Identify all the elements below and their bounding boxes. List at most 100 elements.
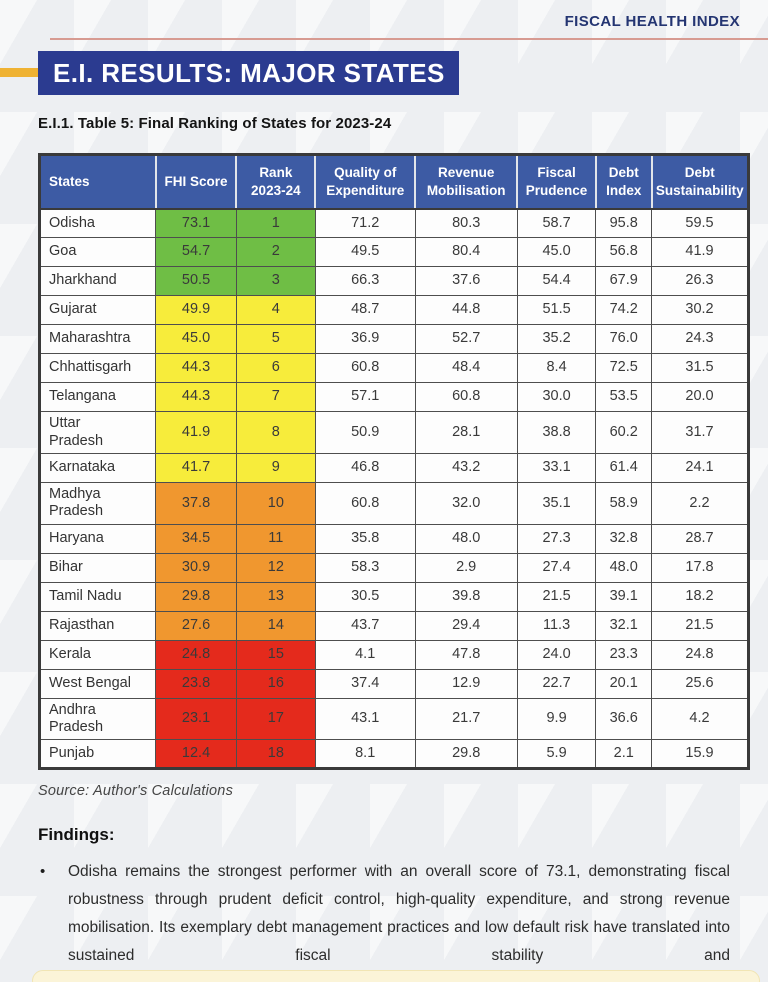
fhi-score-cell: 34.5 [155,523,237,554]
rank-cell: 8 [235,411,316,454]
debt-sustainability-cell: 30.2 [651,295,749,326]
fiscal-prudence-cell: 35.1 [516,481,597,525]
fhi-score-cell: 44.3 [155,353,237,384]
header-rule [50,38,768,40]
fhi-score-cell: 12.4 [155,739,237,770]
fiscal-prudence-cell: 5.9 [516,739,597,770]
fiscal-prudence-cell: 27.4 [516,552,597,583]
revenue-mobilisation-cell: 48.0 [414,523,518,554]
quality-of-expenditure-cell: 46.8 [314,452,416,483]
fhi-score-cell: 37.8 [155,481,237,525]
state-cell: Tamil Nadu [38,581,157,612]
debt-index-cell: 32.8 [595,523,652,554]
debt-sustainability-cell: 18.2 [651,581,749,612]
debt-index-cell: 48.0 [595,552,652,583]
state-cell: Punjab [38,739,157,770]
column-header: States [38,153,157,210]
bullet-icon: • [40,863,46,881]
rank-cell: 15 [235,639,316,670]
quality-of-expenditure-cell: 50.9 [314,411,416,454]
quality-of-expenditure-cell: 66.3 [314,266,416,297]
debt-index-cell: 74.2 [595,295,652,326]
column-header: Quality of Expenditure [314,153,417,210]
state-cell: Gujarat [38,295,157,326]
rank-cell: 4 [235,295,316,326]
debt-sustainability-cell: 24.1 [651,452,749,483]
rank-cell: 18 [235,739,316,770]
title-banner: E.I. RESULTS: MAJOR STATES [38,51,459,95]
debt-sustainability-cell: 25.6 [651,668,749,699]
debt-index-cell: 67.9 [595,266,652,297]
title-banner-row: E.I. RESULTS: MAJOR STATES [0,51,768,95]
fiscal-prudence-cell: 11.3 [516,610,597,641]
revenue-mobilisation-cell: 44.8 [414,295,518,326]
rank-cell: 5 [235,324,316,355]
fhi-score-cell: 41.7 [155,452,237,483]
debt-sustainability-cell: 26.3 [651,266,749,297]
table-row: Uttar Pradesh 41.9 8 50.9 28.1 38.8 60.2 31.7 [38,411,749,454]
debt-sustainability-cell: 20.0 [651,382,749,413]
table-row: Odisha 73.1 1 71.2 80.3 58.7 95.8 59.5 [38,208,749,239]
column-header: Revenue Mobilisation [414,153,519,210]
fiscal-prudence-cell: 9.9 [516,697,597,741]
fiscal-prudence-cell: 33.1 [516,452,597,483]
rank-cell: 17 [235,697,316,741]
revenue-mobilisation-cell: 12.9 [414,668,518,699]
debt-index-cell: 36.6 [595,697,652,741]
findings-list: • Odisha remains the strongest performer … [40,858,730,970]
fhi-score-cell: 49.9 [155,295,237,326]
debt-index-cell: 76.0 [595,324,652,355]
quality-of-expenditure-cell: 36.9 [314,324,416,355]
debt-sustainability-cell: 59.5 [651,208,749,239]
brand-title: FISCAL HEALTH INDEX [564,13,740,30]
table-row: Punjab 12.4 18 8.1 29.8 5.9 2.1 15.9 [38,739,749,770]
debt-sustainability-cell: 21.5 [651,610,749,641]
revenue-mobilisation-cell: 80.4 [414,237,518,268]
finding-item: • Odisha remains the strongest performer … [40,858,730,970]
table-row: Kerala 24.8 15 4.1 47.8 24.0 23.3 24.8 [38,639,749,670]
column-header: Rank 2023-24 [235,153,317,210]
state-cell: Maharashtra [38,324,157,355]
table-row: Haryana 34.5 11 35.8 48.0 27.3 32.8 28.7 [38,523,749,554]
table-row: Rajasthan 27.6 14 43.7 29.4 11.3 32.1 21.5 [38,610,749,641]
table-header-row: States FHI Score Rank 2023-24 Quality of Ex… [38,153,750,210]
quality-of-expenditure-cell: 30.5 [314,581,416,612]
debt-sustainability-cell: 2.2 [651,481,749,525]
fiscal-prudence-cell: 30.0 [516,382,597,413]
debt-index-cell: 72.5 [595,353,652,384]
fiscal-prudence-cell: 51.5 [516,295,597,326]
state-cell: Chhattisgarh [38,353,157,384]
quality-of-expenditure-cell: 8.1 [314,739,416,770]
revenue-mobilisation-cell: 29.8 [414,739,518,770]
rank-cell: 3 [235,266,316,297]
quality-of-expenditure-cell: 35.8 [314,523,416,554]
rank-cell: 1 [235,208,316,239]
table-row: Tamil Nadu 29.8 13 30.5 39.8 21.5 39.1 18.2 [38,581,749,612]
debt-sustainability-cell: 15.9 [651,739,749,770]
rank-cell: 6 [235,353,316,384]
state-cell: Telangana [38,382,157,413]
state-cell: Haryana [38,523,157,554]
quality-of-expenditure-cell: 48.7 [314,295,416,326]
revenue-mobilisation-cell: 21.7 [414,697,518,741]
rank-cell: 14 [235,610,316,641]
quality-of-expenditure-cell: 71.2 [314,208,416,239]
debt-sustainability-cell: 31.7 [651,411,749,454]
revenue-mobilisation-cell: 80.3 [414,208,518,239]
gold-accent-bar [0,68,38,77]
fiscal-prudence-cell: 58.7 [516,208,597,239]
debt-sustainability-cell: 4.2 [651,697,749,741]
debt-index-cell: 58.9 [595,481,652,525]
fhi-ranking-table: States FHI Score Rank 2023-24 Quality of Ex… [38,153,750,771]
quality-of-expenditure-cell: 57.1 [314,382,416,413]
revenue-mobilisation-cell: 60.8 [414,382,518,413]
quality-of-expenditure-cell: 60.8 [314,353,416,384]
state-cell: Kerala [38,639,157,670]
quality-of-expenditure-cell: 37.4 [314,668,416,699]
rank-cell: 10 [235,481,316,525]
revenue-mobilisation-cell: 48.4 [414,353,518,384]
revenue-mobilisation-cell: 2.9 [414,552,518,583]
table-row: Madhya Pradesh 37.8 10 60.8 32.0 35.1 58.9 2.2 [38,481,749,525]
state-cell: Rajasthan [38,610,157,641]
source-note: Source: Author's Calculations [38,783,234,800]
